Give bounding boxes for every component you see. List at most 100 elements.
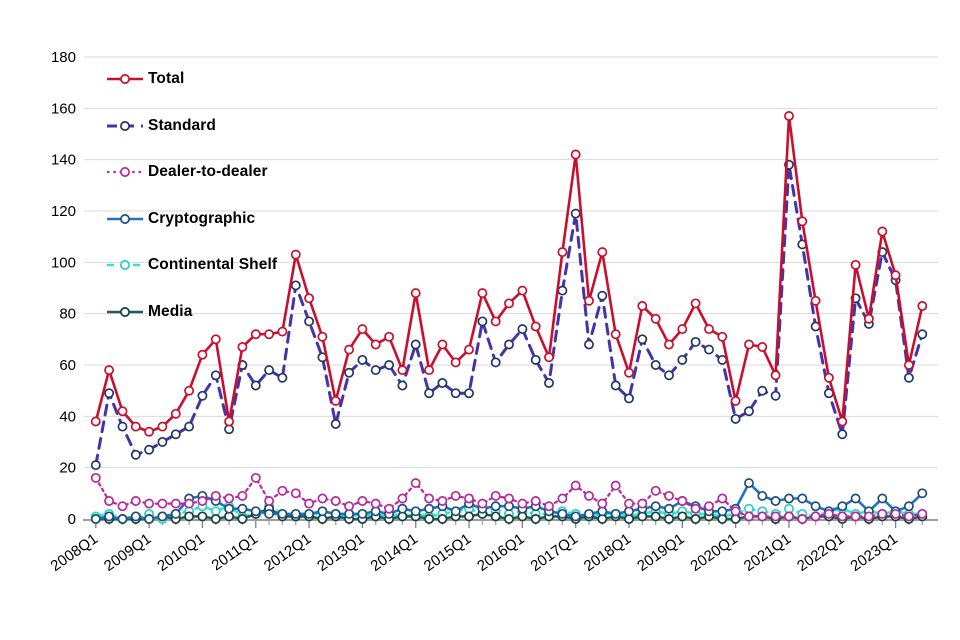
- data-point-marker: [104, 365, 115, 376]
- data-point-marker: [637, 301, 648, 311]
- data-point-marker: [837, 416, 848, 427]
- legend-marker-sample: [120, 306, 130, 317]
- data-point-marker: [903, 360, 914, 370]
- data-point-marker: [330, 496, 341, 506]
- data-point-marker: [850, 511, 861, 522]
- data-point-marker: [437, 496, 448, 506]
- legend-label: Total: [148, 70, 185, 88]
- data-point-marker: [184, 498, 195, 509]
- y-tick-label: 100: [51, 254, 76, 271]
- data-point-marker: [557, 508, 568, 519]
- series-total: [90, 111, 928, 437]
- data-point-marker: [650, 360, 661, 370]
- x-tick-label: 2020Q1: [687, 530, 740, 575]
- data-point-marker: [130, 496, 141, 506]
- data-point-marker: [357, 324, 368, 335]
- data-point-marker: [917, 301, 928, 311]
- data-point-marker: [250, 472, 261, 483]
- data-point-marker: [250, 380, 261, 391]
- data-point-marker: [490, 511, 501, 522]
- data-point-marker: [144, 444, 155, 455]
- data-point-marker: [770, 511, 781, 522]
- data-point-marker: [877, 508, 888, 519]
- data-point-marker: [757, 511, 768, 522]
- data-point-marker: [104, 496, 115, 506]
- data-point-marker: [890, 508, 901, 519]
- data-point-marker: [424, 514, 435, 524]
- y-axis-labels: 0 20 40 60 80 100 120 140 160 180: [51, 49, 76, 528]
- data-point-marker: [210, 334, 221, 345]
- data-point-marker: [784, 493, 794, 504]
- data-point-marker: [557, 493, 568, 504]
- data-point-marker: [650, 501, 661, 512]
- data-point-marker: [450, 388, 461, 399]
- data-point-marker: [197, 496, 208, 506]
- data-point-marker: [584, 490, 594, 501]
- data-point-marker: [424, 365, 435, 376]
- data-point-marker: [717, 493, 728, 504]
- data-point-marker: [144, 514, 155, 524]
- x-tick-label: 2023Q1: [847, 530, 900, 575]
- legend-label: Cryptographic: [148, 209, 256, 227]
- data-point-marker: [277, 372, 288, 383]
- data-point-marker: [797, 216, 808, 227]
- data-point-marker: [264, 508, 275, 519]
- legend-item-dealer-to-dealer: Dealer-to-dealer: [106, 149, 277, 196]
- y-tick-label: 160: [51, 100, 76, 117]
- data-point-marker: [184, 421, 195, 432]
- legend-item-standard: Standard: [106, 103, 277, 150]
- data-point-marker: [277, 326, 288, 337]
- data-point-marker: [890, 270, 901, 281]
- y-tick-label: 140: [51, 152, 76, 169]
- x-tick-label: 2009Q1: [101, 530, 154, 575]
- data-point-marker: [184, 511, 195, 522]
- data-point-marker: [584, 295, 594, 306]
- data-point-marker: [877, 493, 888, 504]
- data-point-marker: [637, 334, 648, 345]
- data-point-marker: [784, 511, 794, 522]
- y-tick-label: 0: [68, 511, 76, 528]
- data-point-marker: [237, 490, 248, 501]
- data-point-marker: [384, 331, 395, 342]
- data-point-marker: [704, 324, 714, 335]
- data-point-marker: [770, 496, 781, 506]
- data-point-marker: [424, 388, 435, 399]
- data-point-marker: [744, 406, 754, 417]
- data-point-marker: [530, 514, 541, 524]
- data-point-marker: [610, 480, 621, 491]
- data-point-marker: [810, 511, 821, 522]
- legend-swatch-icon: [107, 260, 143, 271]
- data-point-marker: [184, 385, 195, 396]
- data-point-marker: [277, 508, 288, 519]
- data-point-marker: [357, 508, 368, 519]
- data-point-marker: [437, 339, 448, 350]
- data-point-marker: [584, 339, 594, 350]
- data-point-marker: [344, 367, 355, 378]
- legend-swatch-icon: [107, 213, 143, 224]
- data-point-marker: [464, 344, 474, 355]
- data-point-marker: [530, 354, 541, 365]
- data-point-marker: [410, 478, 421, 489]
- data-point-marker: [250, 329, 261, 340]
- series-line: [94, 163, 924, 467]
- data-point-marker: [917, 329, 928, 340]
- data-point-marker: [304, 293, 315, 304]
- data-point-marker: [650, 511, 661, 522]
- data-point-marker: [450, 357, 461, 368]
- data-point-marker: [903, 501, 914, 512]
- data-point-marker: [437, 514, 448, 524]
- series-standard: [90, 159, 928, 471]
- data-point-marker: [677, 511, 688, 522]
- data-point-marker: [224, 493, 235, 504]
- data-point-marker: [770, 390, 781, 401]
- data-point-marker: [837, 429, 848, 440]
- data-point-marker: [410, 288, 421, 299]
- data-point-marker: [224, 503, 235, 514]
- data-point-marker: [490, 316, 501, 327]
- data-point-marker: [477, 288, 488, 299]
- data-point-marker: [157, 437, 168, 447]
- x-tick-label: 2012Q1: [261, 530, 314, 575]
- data-point-marker: [370, 339, 381, 350]
